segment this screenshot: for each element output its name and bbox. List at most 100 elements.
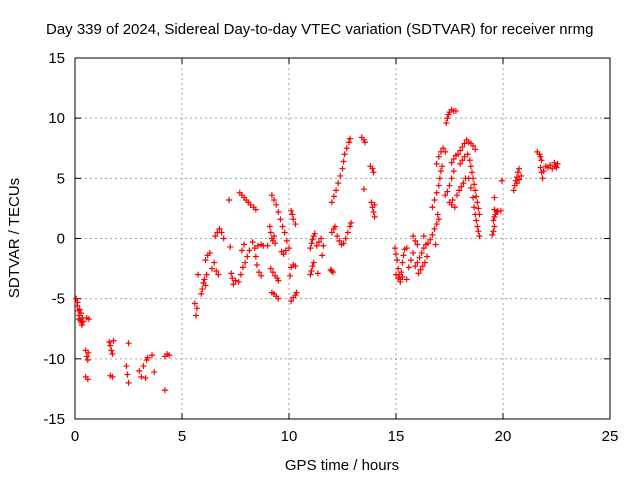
data-point (442, 148, 449, 155)
data-point (391, 245, 398, 252)
data-point (212, 233, 219, 240)
data-point (516, 176, 523, 183)
data-point (249, 239, 256, 246)
data-point (456, 187, 463, 194)
data-point (414, 241, 421, 248)
data-point (448, 159, 455, 166)
data-point (77, 310, 84, 317)
data-point (473, 217, 480, 224)
data-point (293, 289, 300, 296)
data-point (472, 187, 479, 194)
y-tick-label: 10 (48, 110, 65, 127)
data-point (340, 240, 347, 247)
data-point (258, 272, 265, 279)
data-point (235, 278, 242, 285)
data-point (195, 271, 202, 278)
data-point (192, 312, 199, 319)
data-point (446, 182, 453, 189)
data-point (166, 352, 173, 359)
data-point (410, 233, 417, 240)
data-point (403, 245, 410, 252)
data-point (85, 316, 92, 323)
data-point (437, 168, 444, 175)
data-point (344, 229, 351, 236)
data-point (360, 186, 367, 193)
data-point (343, 145, 350, 152)
data-point (320, 242, 327, 249)
data-point (199, 286, 206, 293)
data-point (193, 305, 200, 312)
data-point (256, 269, 263, 276)
data-point (468, 169, 475, 176)
data-point (467, 184, 474, 191)
data-point (554, 160, 561, 167)
data-point (442, 192, 449, 199)
data-point (471, 181, 478, 188)
data-point (345, 139, 352, 146)
data-point (361, 139, 368, 146)
data-point (287, 272, 294, 279)
data-point (110, 337, 117, 344)
data-point (514, 169, 521, 176)
data-point (216, 225, 223, 232)
data-point (310, 259, 317, 266)
data-point (328, 229, 335, 236)
data-point (313, 242, 320, 249)
data-point (202, 282, 209, 289)
data-point (109, 351, 116, 358)
data-point (457, 160, 464, 167)
data-point (400, 252, 407, 259)
data-point (473, 193, 480, 200)
data-point (271, 196, 278, 203)
data-point (414, 259, 421, 266)
data-point (272, 240, 279, 247)
data-point (308, 267, 315, 274)
y-tick-label: -10 (43, 351, 65, 368)
y-tick-labels: -15 -10 -5 0 5 10 15 (43, 50, 65, 428)
data-point (457, 147, 464, 154)
data-point (461, 153, 468, 160)
data-point (73, 295, 80, 302)
data-point (491, 206, 498, 213)
data-points (73, 106, 561, 394)
data-point (242, 259, 249, 266)
data-point (229, 275, 236, 282)
data-point (307, 271, 314, 278)
data-point (537, 164, 544, 171)
data-point (341, 151, 348, 158)
data-point (339, 165, 346, 172)
data-point (138, 373, 145, 380)
data-point (252, 206, 259, 213)
data-point (444, 115, 451, 122)
data-point (451, 204, 458, 211)
data-point (470, 194, 477, 201)
data-point (334, 233, 341, 240)
data-point (439, 163, 446, 170)
data-point (328, 267, 335, 274)
data-point (275, 277, 282, 284)
data-point (461, 140, 468, 147)
data-point (238, 247, 245, 254)
data-point (346, 223, 353, 230)
data-point (281, 229, 288, 236)
data-point (309, 263, 316, 270)
data-point (273, 201, 280, 208)
data-point (329, 269, 336, 276)
data-point (472, 146, 479, 153)
data-point (348, 219, 355, 226)
data-point (251, 245, 258, 252)
data-point (211, 259, 218, 266)
data-point (433, 160, 440, 167)
axis-ticks (74, 57, 611, 420)
data-point (465, 175, 472, 182)
data-point (459, 157, 466, 164)
data-point (227, 243, 234, 250)
data-point (450, 156, 457, 163)
data-point (547, 162, 554, 169)
x-tick-label: 5 (178, 428, 186, 445)
data-point (107, 342, 114, 349)
data-point (228, 270, 235, 277)
data-point (136, 367, 143, 374)
data-point (346, 135, 353, 142)
